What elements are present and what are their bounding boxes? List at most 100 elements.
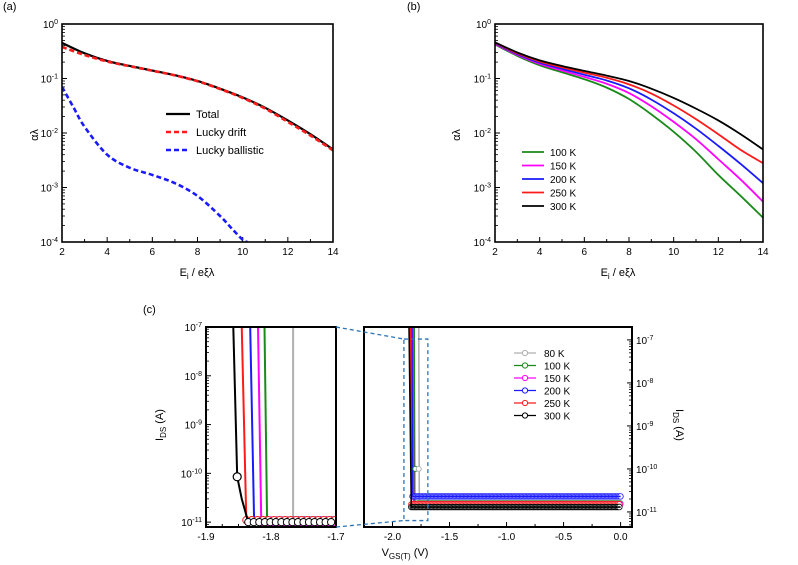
chart-a-ylabel: αλ <box>29 129 41 141</box>
panel-label-a: (a) <box>3 1 16 13</box>
legend-label: 200 K <box>550 175 576 186</box>
2:z-xtick-label: -1.9 <box>197 532 215 543</box>
chart-c-zoom: IDS (A) -1.9 -1.8 -1.7 10-7 10-8 10-9 10-10 10-… <box>154 322 345 543</box>
series-200K-line <box>495 42 763 184</box>
ytick-label: 10-1 <box>41 74 58 86</box>
ytick-label: 100 <box>476 19 491 31</box>
series-100K-line <box>495 43 763 219</box>
ytick-label: 10-3 <box>474 183 491 195</box>
legend-label: Lucky ballistic <box>196 145 264 157</box>
zoom-series-150k-line <box>257 327 336 524</box>
3:m-xtick-label: -2.0 <box>384 532 402 543</box>
1:b-xtick-label: 14 <box>757 247 769 258</box>
legend-label: 250 K <box>550 189 576 200</box>
3:m-xtick-label: -1.5 <box>441 532 459 543</box>
ytick-label: 10-2 <box>474 128 491 140</box>
panel-label-b: (b) <box>407 1 420 13</box>
main-series-200k-line <box>411 327 621 498</box>
zoom-series-80k-line <box>292 327 336 522</box>
chart-c-main-frame <box>363 326 633 528</box>
chart-b-xlabel: Ei / eξλ <box>601 267 636 281</box>
chart-a-xlabel: Ei / eξλ <box>180 267 215 281</box>
ytick-label: 10-2 <box>41 128 58 140</box>
legend-marker <box>521 374 529 382</box>
legend-label: 300 K <box>550 202 576 213</box>
chart-b-frame <box>494 23 764 243</box>
legend-marker <box>521 362 529 369</box>
0:a-xtick-label: 8 <box>195 247 201 258</box>
1:b-xtick-label: 10 <box>668 247 680 258</box>
zoom-marker <box>327 518 336 527</box>
main-series-300k-line <box>408 327 621 508</box>
legend-label: 150 K <box>550 162 576 173</box>
legend-marker <box>521 399 529 407</box>
zoom-connector-top <box>335 326 405 340</box>
legend-label: Lucky drift <box>196 127 246 139</box>
ytick-label: 10-1 <box>474 74 491 86</box>
chart-c-zoom-frame <box>205 326 337 528</box>
0:a-xtick-label: 10 <box>237 247 249 258</box>
3:m-xtick-label: -0.5 <box>555 532 573 543</box>
legend-marker <box>521 387 529 394</box>
ytick-label: 10-7 <box>636 335 653 347</box>
zoom-series-300k-line <box>232 327 336 524</box>
legend-marker <box>521 349 529 357</box>
chart-c-main: VGS(T) (V) IDS (A) -2.0 -1.5 -1.0 -0.5 0.0 10… <box>363 326 685 561</box>
series-150K-line <box>495 43 763 203</box>
series-lucky-drift-line <box>62 45 333 152</box>
legend-label: 200 K <box>544 387 570 398</box>
chart-c-xlabel: VGS(T) (V) <box>382 547 429 561</box>
legend-label: 150 K <box>544 374 570 385</box>
series-300K-line <box>495 41 763 151</box>
ytick-label: 10-11 <box>181 517 202 529</box>
1:b-xtick-label: 2 <box>492 247 498 258</box>
1:b-xtick-label: 8 <box>626 247 632 258</box>
chart-b-ylabel: αλ <box>451 129 463 141</box>
legend-label: 80 K <box>544 349 565 360</box>
1:b-xtick-label: 6 <box>582 247 588 258</box>
ytick-label: 10-9 <box>185 420 202 432</box>
legend-label: 100 K <box>550 148 576 159</box>
2:z-xtick-label: -1.7 <box>327 532 345 543</box>
panel-label-c: (c) <box>143 304 156 316</box>
zoom-marker-300k-onset <box>232 472 242 482</box>
1:b-xtick-label: 12 <box>713 247 725 258</box>
ytick-label: 10-10 <box>636 464 657 476</box>
chart-a-frame <box>61 23 334 243</box>
0:a-xtick-label: 2 <box>59 247 65 258</box>
legend-marker <box>521 412 529 419</box>
zoom-region-box <box>403 338 429 522</box>
zoom-series-100k-line <box>263 327 336 523</box>
chart-b: αλ Ei / eξλ 2 4 6 8 10 12 14 100 10-1 10-2 10-3 10-… <box>451 19 769 281</box>
ytick-label: 10-3 <box>41 183 58 195</box>
ytick-label: 10-10 <box>181 468 202 480</box>
zoom-connectors <box>335 326 405 528</box>
zoom-connector-bottom <box>335 519 404 528</box>
zoom-series-250k-line <box>240 327 336 522</box>
3:m-xtick-label: -1.0 <box>498 532 516 543</box>
0:a-xtick-label: 12 <box>282 247 294 258</box>
3:m-xtick-label: 0.0 <box>614 532 628 543</box>
chart-c-main-ylabel: IDS (A) <box>671 409 685 441</box>
main-marker-onset <box>415 465 422 472</box>
1:b-xtick-label: 4 <box>537 247 543 258</box>
0:a-xtick-label: 6 <box>150 247 156 258</box>
legend-label: 250 K <box>544 399 570 410</box>
ytick-label: 10-11 <box>636 507 657 519</box>
series-lucky-ballistic-line <box>62 86 248 242</box>
0:a-xtick-label: 4 <box>104 247 110 258</box>
ytick-label: 10-8 <box>636 378 653 390</box>
chart-a: αλ Ei / eξλ 2 4 6 8 10 12 14 100 10-1 10-2 10-3 10-… <box>29 19 339 281</box>
ytick-label: 10-8 <box>185 371 202 383</box>
ytick-label: 10-9 <box>636 421 653 433</box>
legend-label: Total <box>196 109 219 121</box>
0:a-xtick-label: 14 <box>327 247 339 258</box>
2:z-xtick-label: -1.8 <box>262 532 280 543</box>
legend-label: 100 K <box>544 362 570 373</box>
ytick-label: 10-4 <box>474 237 491 249</box>
ytick-label: 100 <box>43 19 58 31</box>
ytick-label: 10-7 <box>185 322 202 334</box>
series-250K-line <box>495 42 763 164</box>
ytick-label: 10-4 <box>41 237 58 249</box>
